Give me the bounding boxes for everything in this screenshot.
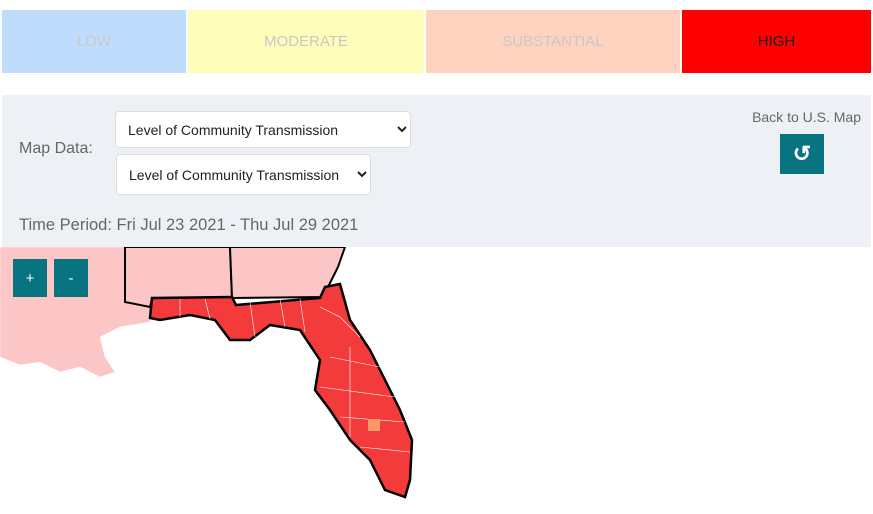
legend-low: LOW: [2, 10, 186, 73]
control-panel: Map Data: Level of Community Transmissio…: [2, 95, 871, 247]
time-period: Time Period: Fri Jul 23 2021 - Thu Jul 2…: [19, 216, 359, 234]
map-data-label: Map Data:: [19, 140, 93, 157]
map-data-subselect[interactable]: Level of Community Transmission: [116, 154, 371, 195]
legend-high: HIGH: [682, 10, 871, 73]
map-data-select[interactable]: Level of Community Transmission: [115, 111, 411, 148]
legend-moderate: MODERATE: [188, 10, 424, 73]
legend-substantial: SUBSTANTIAL: [426, 10, 680, 73]
county-substantial[interactable]: [368, 419, 380, 431]
county-map[interactable]: [0, 247, 873, 514]
zoom-out-button[interactable]: -: [54, 259, 88, 297]
transmission-legend: LOW MODERATE SUBSTANTIAL HIGH: [2, 10, 871, 73]
florida[interactable]: [148, 282, 414, 499]
back-to-us-map-label[interactable]: Back to U.S. Map: [752, 109, 861, 125]
zoom-in-button[interactable]: +: [13, 259, 47, 297]
undo-icon: ↺: [792, 141, 812, 166]
back-to-us-map-button[interactable]: ↺: [780, 134, 824, 174]
